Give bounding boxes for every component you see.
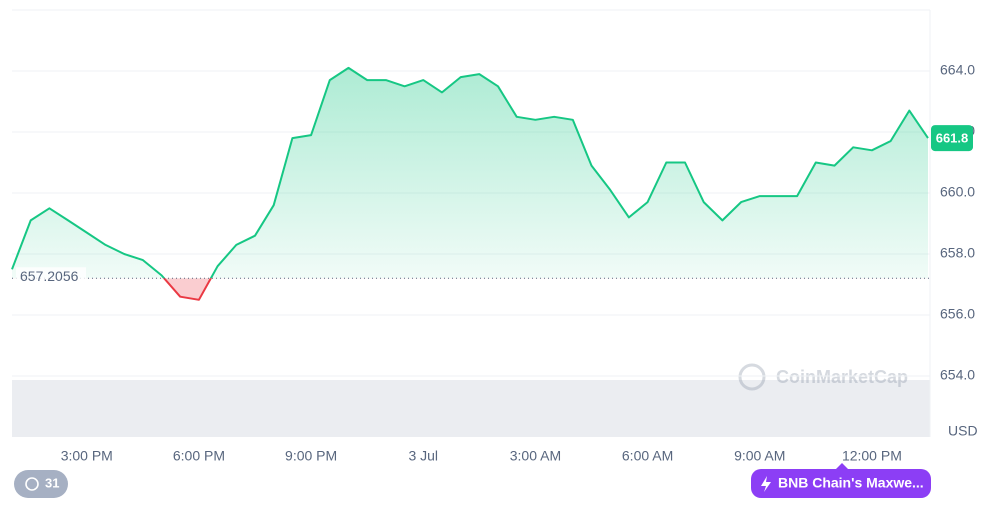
price-line <box>11 66 929 279</box>
chain-button-bg[interactable] <box>751 469 931 498</box>
current-price-label: 661.8 <box>936 131 969 146</box>
history-badge[interactable]: 31 <box>14 470 68 498</box>
x-tick-label: 3:00 AM <box>510 448 561 464</box>
y-tick-label: 664.0 <box>940 62 975 78</box>
x-tick-label: 6:00 AM <box>622 448 673 464</box>
y-tick-label: 658.0 <box>940 245 975 261</box>
chain-button-text[interactable]: BNB Chain's Maxwe... <box>778 475 924 491</box>
x-tick-label: 9:00 PM <box>285 448 337 464</box>
x-tick-label: 12:00 PM <box>842 448 902 464</box>
x-tick-label: 9:00 AM <box>734 448 785 464</box>
watermark-text: CoinMarketCap <box>776 367 908 387</box>
area-up <box>12 67 928 279</box>
chain-button[interactable]: BNB Chain's Maxwe... <box>751 463 931 498</box>
chain-button-pointer <box>836 463 848 469</box>
x-tick-label: 3:00 PM <box>61 448 113 464</box>
y-axis-label: USD <box>948 423 978 439</box>
y-tick-label: 656.0 <box>940 306 975 322</box>
history-badge-text[interactable]: 31 <box>45 475 59 490</box>
history-icon <box>25 477 39 491</box>
x-tick-label: 6:00 PM <box>173 448 225 464</box>
watermark-logo <box>738 363 766 391</box>
price-line-below <box>162 278 213 301</box>
volume-area <box>12 380 930 437</box>
history-badge-bg[interactable] <box>14 470 68 498</box>
current-price-badge <box>931 125 973 152</box>
chain-button-icon <box>761 476 771 492</box>
y-tick-label: 654.0 <box>940 367 975 383</box>
area-down <box>164 278 211 300</box>
x-tick-label: 3 Jul <box>408 448 438 464</box>
baseline-label-bg <box>16 267 86 286</box>
y-tick-label: 660.0 <box>940 184 975 200</box>
baseline-label: 657.2056 <box>20 268 79 284</box>
watermark: CoinMarketCap <box>738 363 908 391</box>
